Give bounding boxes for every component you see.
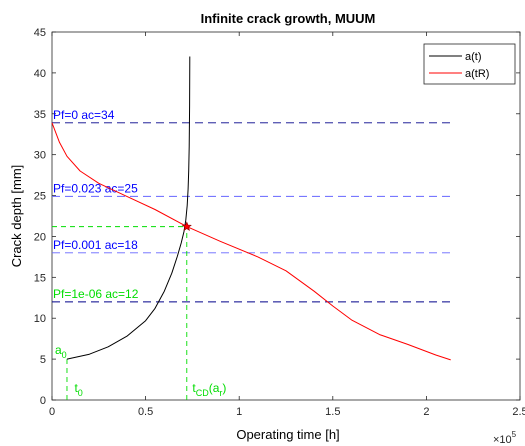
series-lines bbox=[51, 56, 451, 361]
legend-box bbox=[423, 43, 516, 85]
x-axis-label: Operating time [h] bbox=[236, 427, 339, 442]
legend: a(t) a(tR) bbox=[423, 43, 516, 85]
threshold-label: Pf=0.023 ac=25 bbox=[53, 181, 138, 195]
annotation-t0: t0 bbox=[74, 381, 82, 398]
x-axis-multiplier: ×105 bbox=[493, 430, 517, 446]
plot-area-frame bbox=[51, 31, 521, 401]
threshold-label: Pf=0.001 ac=18 bbox=[53, 238, 138, 252]
y-tick-label: 0 bbox=[40, 395, 46, 407]
x-tick-label: 1.5 bbox=[325, 406, 340, 418]
legend-label-a-tr: a(tR) bbox=[465, 68, 489, 80]
y-tick-label: 35 bbox=[34, 109, 46, 121]
y-tick-label: 5 bbox=[40, 354, 46, 366]
annotation-a0: a0 bbox=[55, 343, 67, 360]
annotations: a0 t0 tCD(ar) bbox=[55, 343, 226, 398]
threshold-label: Pf=0 ac=34 bbox=[53, 108, 115, 122]
x-tick-label: 1 bbox=[236, 406, 242, 418]
y-tick-label: 45 bbox=[34, 27, 46, 39]
y-tick-label: 30 bbox=[34, 150, 46, 162]
y-tick-label: 25 bbox=[34, 191, 46, 203]
guide-lines bbox=[52, 226, 188, 400]
x-tick-label: 2.5 bbox=[512, 406, 525, 418]
y-axis-ticks: 0 5 10 15 20 25 30 35 40 45 bbox=[34, 27, 520, 407]
x-tick-label: 2 bbox=[423, 406, 429, 418]
series-line-a-tr bbox=[51, 122, 451, 361]
intersection-star-marker bbox=[181, 221, 192, 231]
x-axis-ticks: 0 0.5 1 1.5 2 2.5 bbox=[49, 32, 525, 418]
y-tick-label: 20 bbox=[34, 231, 46, 243]
y-axis-label: Crack depth [mm] bbox=[9, 165, 24, 268]
series-line-a-t bbox=[66, 56, 191, 360]
y-tick-label: 15 bbox=[34, 272, 46, 284]
threshold-label: Pf=1e-06 ac=12 bbox=[53, 287, 139, 301]
legend-label-a-t: a(t) bbox=[465, 51, 482, 63]
threshold-lines: Pf=0 ac=34 Pf=0.023 ac=25 Pf=0.001 ac=18 Pf… bbox=[52, 108, 451, 303]
intersection-marker bbox=[181, 221, 192, 231]
y-tick-label: 10 bbox=[34, 313, 46, 325]
chart-title: Infinite crack growth, MUUM bbox=[201, 11, 376, 26]
annotation-tcd: tCD(ar) bbox=[192, 381, 226, 398]
x-tick-label: 0.5 bbox=[138, 406, 153, 418]
x-tick-label: 0 bbox=[49, 406, 55, 418]
y-tick-label: 40 bbox=[34, 68, 46, 80]
